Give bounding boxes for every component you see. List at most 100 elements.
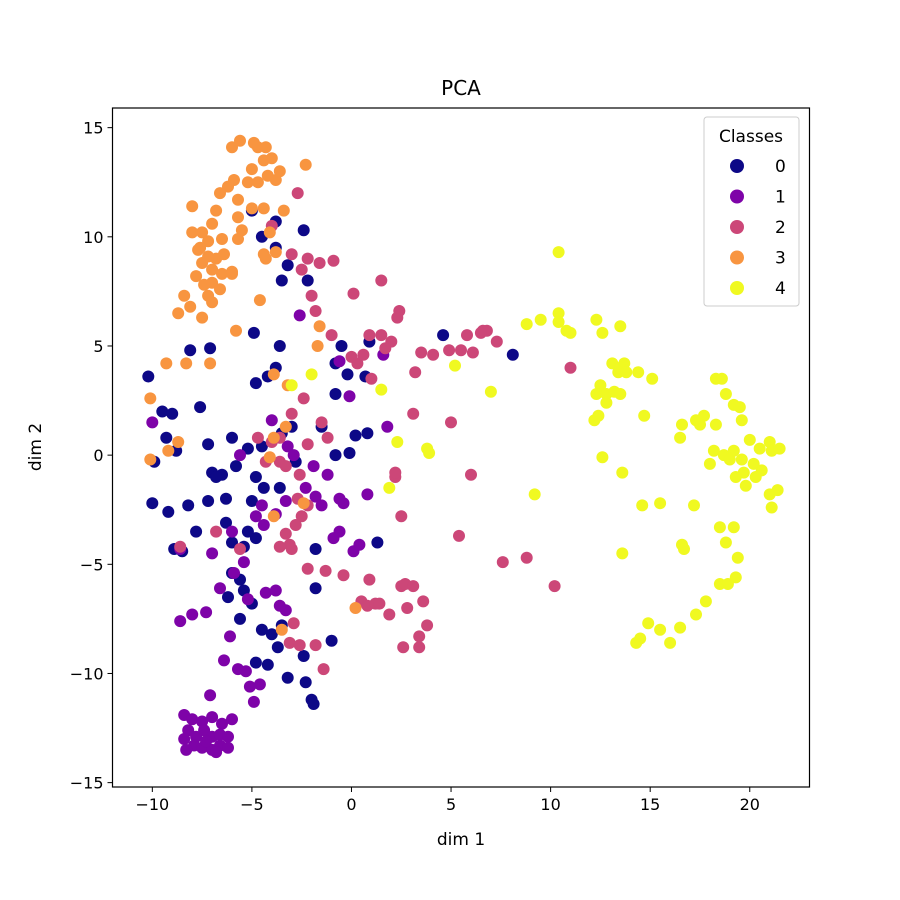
legend-marker-class-1 [730,189,744,204]
y-tick-label: 0 [93,446,103,465]
point-class-2 [453,529,465,542]
point-class-1 [249,510,262,523]
legend-label-class-4: 4 [775,279,786,299]
point-class-0 [142,370,155,383]
point-class-4 [709,418,722,431]
point-class-1 [279,495,292,507]
point-class-3 [267,431,280,444]
point-class-0 [506,348,519,361]
point-class-2 [415,346,428,359]
point-class-4 [719,388,732,400]
point-class-3 [214,187,226,200]
point-class-4 [735,453,748,466]
point-class-4 [733,401,746,414]
point-class-2 [293,468,306,481]
point-class-0 [271,641,284,654]
point-class-1 [234,449,246,462]
legend-title: Classes [719,127,783,147]
point-class-2 [383,608,396,621]
point-class-0 [160,431,173,444]
point-class-0 [349,429,362,442]
point-class-3 [269,246,282,259]
point-class-2 [279,460,292,473]
point-class-2 [496,556,509,569]
y-axis: −15 −10 −5 0 5 10 15 [70,119,113,793]
point-class-3 [184,300,197,313]
point-class-3 [218,248,230,261]
point-class-1 [226,713,238,726]
point-class-2 [321,431,334,444]
point-class-0 [146,497,159,510]
point-class-0 [343,447,356,459]
point-class-2 [395,510,408,523]
point-class-2 [407,407,420,420]
point-class-3 [216,267,228,280]
y-tick-label: −15 [70,774,104,793]
point-class-1 [218,654,230,667]
point-class-1 [216,717,228,730]
point-class-3 [226,141,238,154]
point-class-2 [490,335,503,348]
point-class-4 [690,608,702,621]
point-class-0 [297,224,310,237]
legend-marker-class-3 [730,250,744,265]
point-class-1 [206,711,219,724]
point-class-2 [285,248,298,261]
point-class-0 [182,499,195,512]
point-class-4 [731,551,744,564]
point-class-0 [241,525,254,538]
point-class-1 [333,355,346,368]
point-class-2 [427,348,440,361]
point-class-3 [232,233,244,245]
point-class-4 [674,431,687,444]
point-class-4 [664,636,677,649]
y-tick-label: −5 [80,555,104,574]
point-class-3 [263,451,276,464]
point-class-4 [713,521,726,534]
point-class-4 [688,499,700,512]
point-class-3 [162,444,175,457]
point-class-1 [257,519,270,531]
point-class-2 [407,580,420,593]
point-class-1 [228,567,240,579]
point-class-1 [315,499,328,512]
legend-entries: 0 1 2 3 4 [730,157,786,299]
x-tick-label: −10 [135,795,169,814]
point-class-0 [190,525,203,538]
point-class-1 [253,678,266,691]
point-class-1 [174,615,187,628]
point-class-0 [281,259,294,272]
chart-title: PCA [441,76,481,100]
point-class-2 [417,595,430,608]
point-class-0 [299,676,312,689]
point-class-3 [313,320,326,333]
point-class-4 [592,409,605,422]
point-class-0 [220,492,232,505]
point-class-0 [202,438,215,451]
point-class-2 [391,311,404,324]
point-class-0 [204,342,217,355]
point-class-3 [172,436,185,448]
point-class-1 [259,586,272,599]
point-class-4 [755,464,768,477]
point-class-1 [186,608,199,621]
point-class-4 [747,457,760,470]
point-class-2 [234,543,246,555]
x-tick-label: 15 [640,795,660,814]
point-class-4 [552,307,565,320]
point-class-4 [703,457,716,470]
point-class-3 [144,392,157,405]
point-class-1 [241,593,254,606]
point-class-3 [349,602,362,614]
point-class-0 [329,388,342,400]
point-class-4 [721,578,734,590]
point-class-2 [293,639,306,652]
point-class-4 [520,318,533,331]
point-class-3 [204,357,217,370]
point-class-2 [319,564,332,577]
point-class-2 [337,569,350,582]
point-class-1 [281,440,294,453]
point-class-0 [281,671,294,684]
point-class-0 [230,460,242,473]
point-class-1 [299,481,312,494]
